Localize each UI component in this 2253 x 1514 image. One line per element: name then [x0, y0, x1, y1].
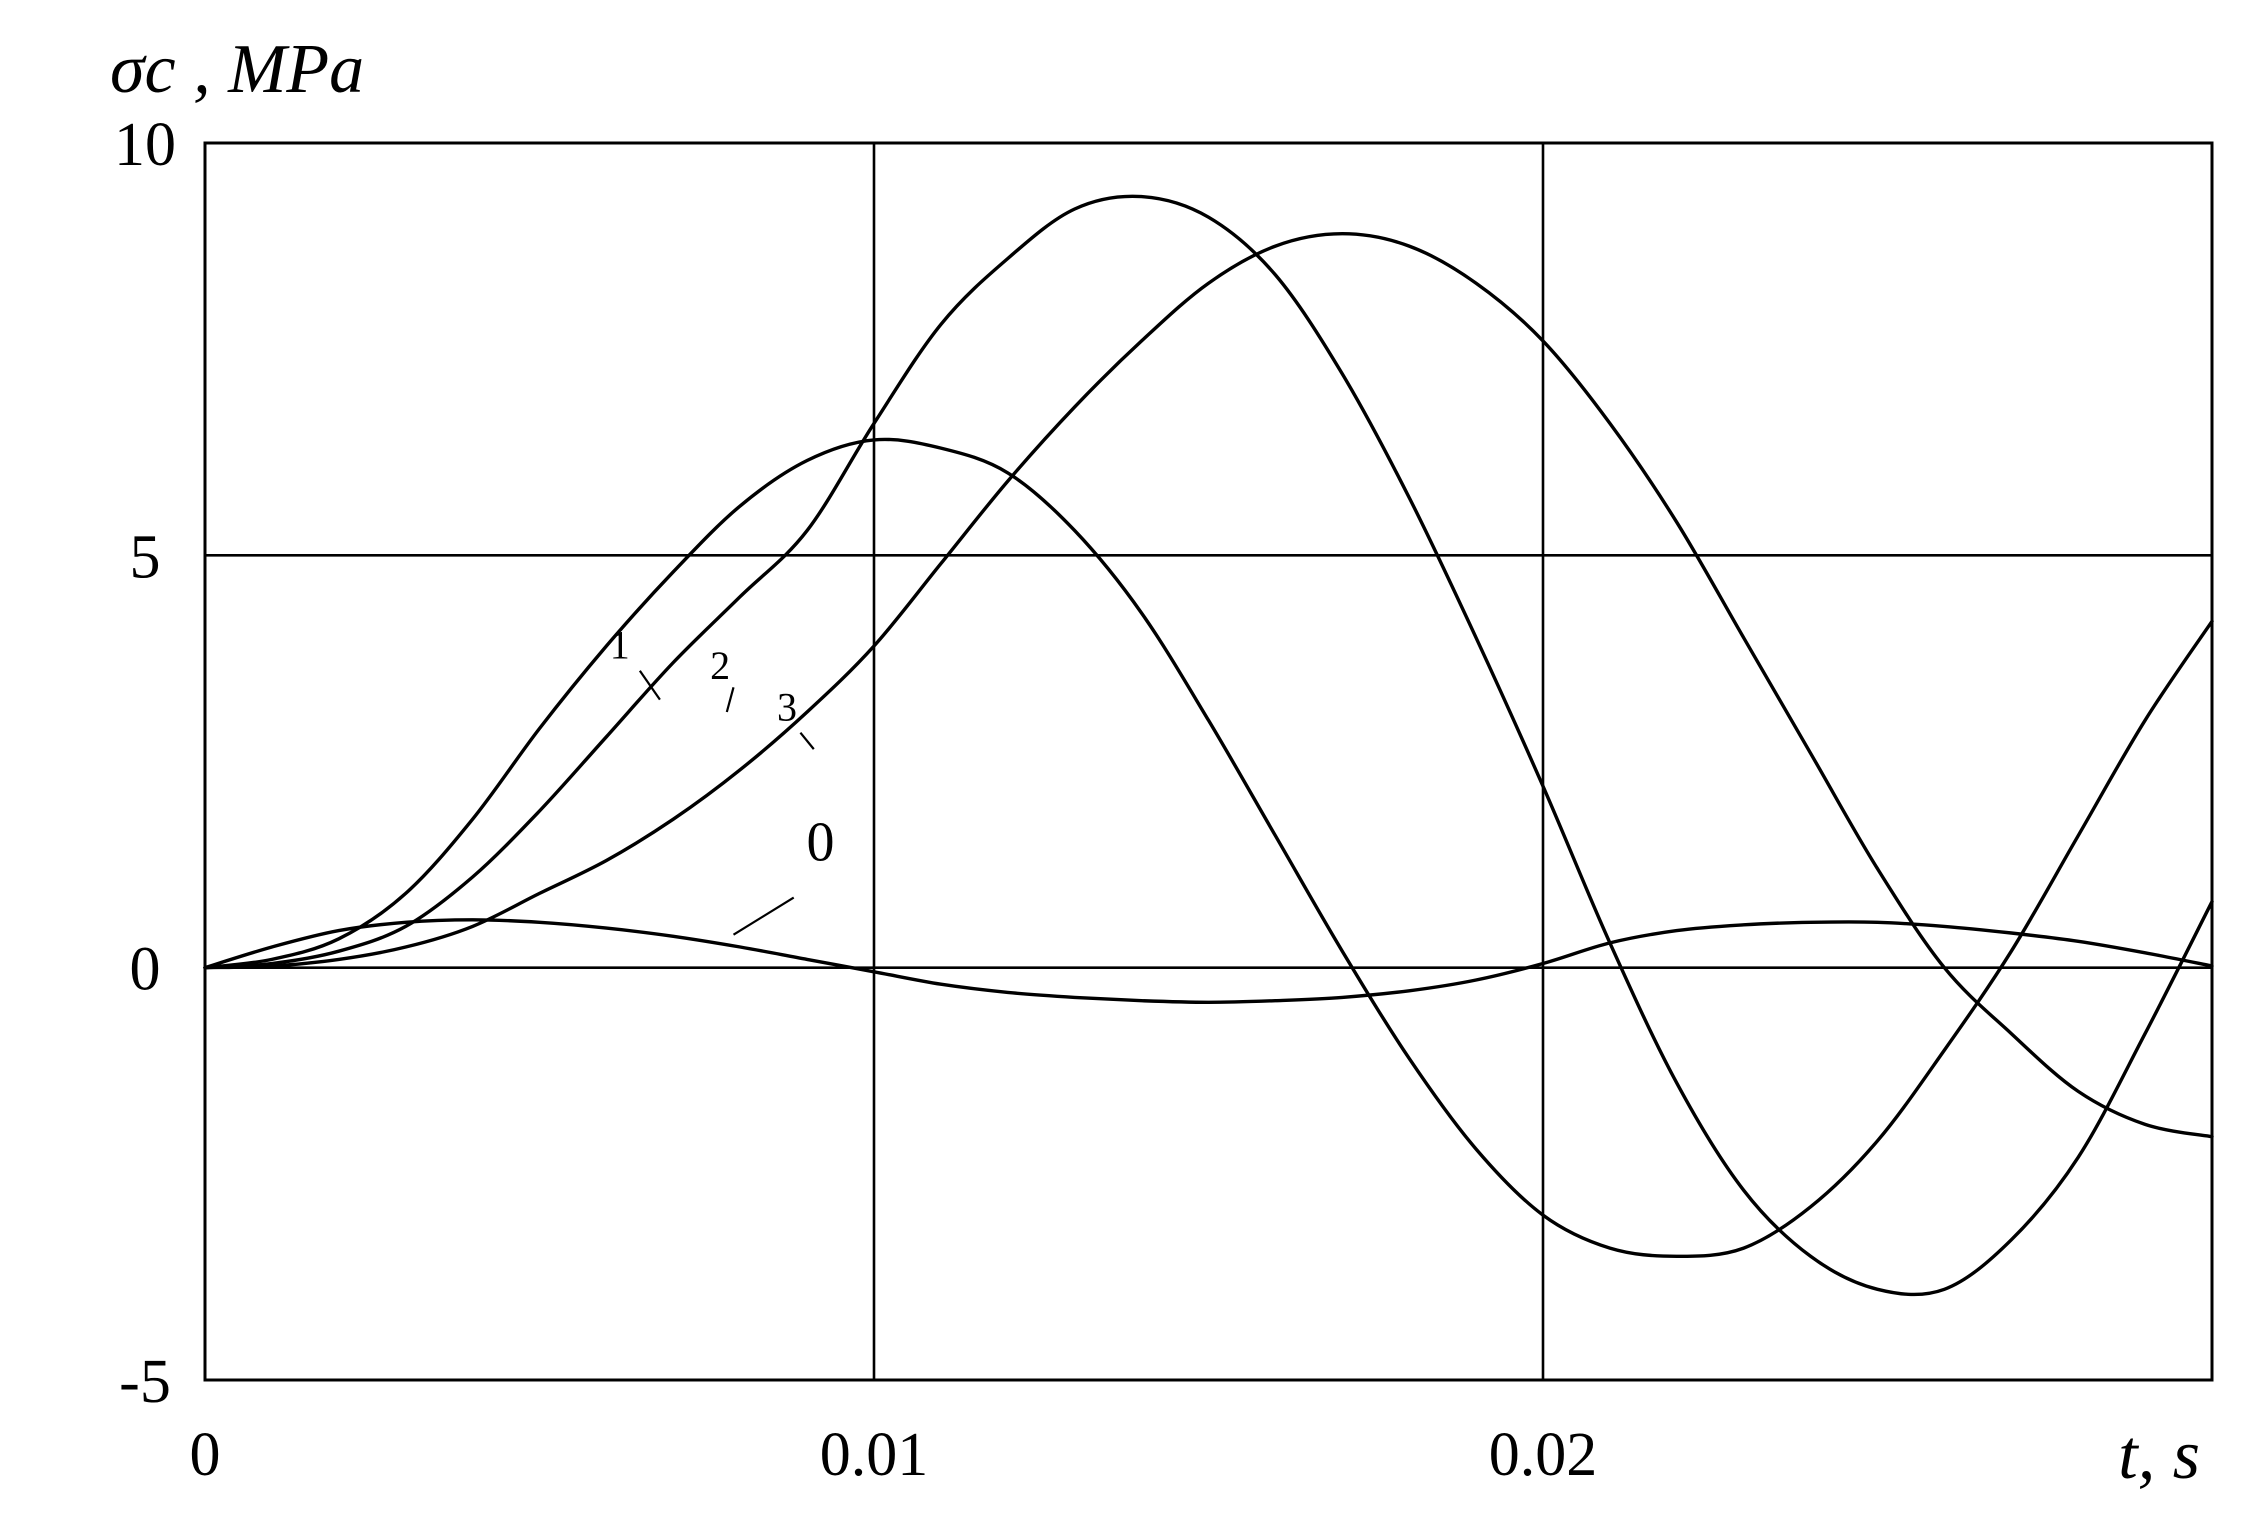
series-line-1 [203, 437, 2214, 1258]
series-label-0: 0 [806, 811, 834, 873]
series-label-1: 1 [610, 622, 630, 667]
series-label-leader-2 [725, 686, 735, 713]
series-label-leader-1 [638, 670, 661, 701]
y-axis-label: σc , MPa [110, 31, 364, 108]
series-label-2: 2 [710, 643, 730, 688]
y-tick-label-1: 5 [130, 523, 161, 591]
x-tick-label-1: 0.01 [820, 1421, 929, 1489]
y-tick-label-3: -5 [119, 1348, 171, 1416]
series-label-3: 3 [777, 684, 797, 729]
plot-frame [203, 141, 2214, 1382]
x-tick-label-0: 0 [190, 1421, 221, 1489]
y-tick-label-2: 0 [130, 936, 161, 1004]
x-tick-label-2: 0.02 [1489, 1421, 1598, 1489]
x-axis-label: t, s [2118, 1417, 2200, 1494]
curve-labels: 0 1 2 3 [610, 622, 834, 936]
series-line-0 [203, 918, 2214, 1004]
series-line-3 [203, 232, 2214, 1139]
curves [203, 194, 2214, 1297]
series-label-leader-3 [799, 731, 815, 750]
grid [205, 143, 2212, 1380]
y-tick-label-0: 10 [114, 111, 176, 179]
series-label-leader-0 [732, 896, 795, 936]
series-line-2 [203, 194, 2214, 1297]
